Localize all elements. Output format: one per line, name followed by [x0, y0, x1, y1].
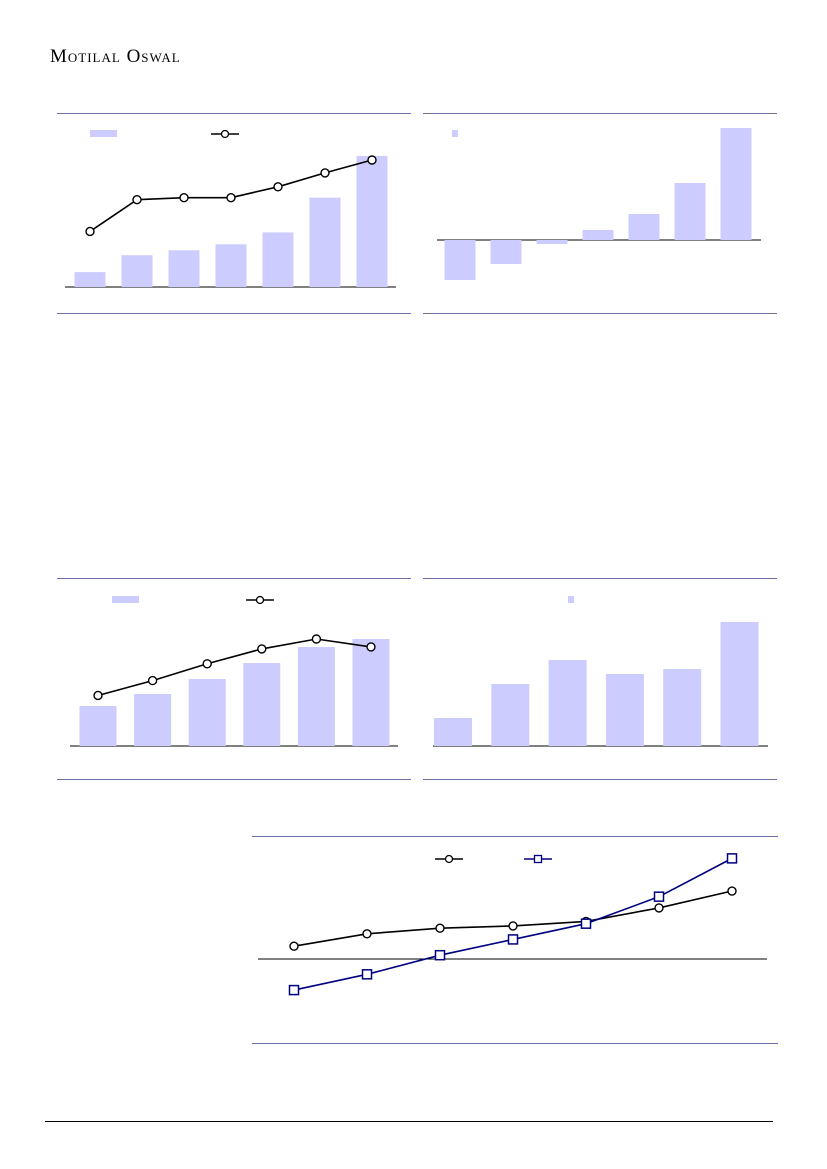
line-point	[367, 155, 377, 165]
section-rule	[57, 578, 411, 579]
line-point	[366, 642, 376, 652]
chart-bar	[582, 230, 614, 240]
line-point	[273, 182, 283, 192]
chart-bar	[444, 240, 476, 280]
line-point	[434, 949, 446, 961]
chart-bar	[215, 244, 247, 287]
footer-rule	[45, 1121, 773, 1122]
chart-bar	[79, 706, 117, 746]
section-rule	[423, 578, 777, 579]
chart-bar	[262, 232, 294, 287]
legend-bar-swatch	[112, 596, 139, 603]
chart-bar	[121, 255, 153, 287]
legend-line-marker	[444, 854, 454, 864]
chart-bar	[134, 694, 172, 746]
chart-bar	[628, 214, 660, 240]
legend-line-marker	[533, 854, 543, 864]
chart-bar	[720, 128, 752, 240]
line-point	[508, 921, 518, 931]
chart-bar	[356, 156, 388, 287]
chart-bar	[605, 674, 644, 746]
legend-bar-swatch	[452, 130, 458, 137]
chart-legend	[435, 854, 552, 864]
chart-4	[433, 596, 768, 747]
chart-legend	[90, 129, 239, 139]
chart-5	[258, 853, 767, 996]
chart-bar	[243, 663, 281, 746]
line-point	[226, 193, 236, 203]
line-point	[653, 891, 665, 902]
section-rule	[252, 1043, 778, 1044]
line-point	[147, 675, 158, 686]
legend-bar-swatch	[568, 596, 574, 603]
chart-bar	[434, 718, 472, 746]
legend-line-marker	[220, 129, 230, 139]
line-point	[288, 984, 300, 996]
line-point	[257, 644, 267, 654]
legend-bar-swatch	[90, 130, 117, 137]
line-point	[727, 886, 737, 896]
chart-bar	[491, 684, 530, 746]
line-point	[726, 853, 738, 864]
section-rule	[57, 779, 411, 780]
brand-logo: Motilal Oswal	[50, 46, 181, 67]
chart-bar	[188, 679, 226, 746]
chart-bar	[663, 669, 702, 746]
chart-2	[437, 128, 761, 280]
line-point	[362, 929, 372, 939]
chart-bar	[352, 639, 390, 746]
chart-bar	[168, 250, 200, 287]
chart-bar	[720, 622, 759, 746]
line-point	[85, 226, 95, 237]
line-point	[435, 923, 445, 933]
chart-bar	[309, 197, 341, 287]
chart-legend	[112, 595, 274, 605]
line-point	[132, 194, 142, 205]
chart-legend	[452, 130, 458, 137]
section-rule	[423, 113, 777, 114]
chart-bar	[490, 240, 522, 264]
chart-bar	[548, 660, 587, 746]
line-point	[320, 168, 330, 178]
chart-legend	[568, 596, 574, 603]
chart-1	[65, 129, 396, 288]
section-rule	[57, 313, 411, 314]
line-point	[93, 690, 103, 701]
line-point	[361, 969, 373, 980]
line-point	[202, 659, 212, 669]
line-point	[654, 903, 664, 913]
chart-bar	[297, 647, 335, 746]
line-point	[289, 941, 299, 951]
chart-3	[70, 595, 398, 747]
section-rule	[423, 313, 777, 314]
series-line	[97, 638, 372, 697]
line-point	[580, 918, 592, 929]
section-rule	[57, 113, 411, 114]
chart-bar	[536, 240, 568, 244]
chart-bar	[74, 272, 106, 287]
line-point	[507, 934, 519, 945]
section-rule	[423, 779, 777, 780]
line-point	[311, 634, 322, 644]
line-point	[179, 193, 189, 203]
section-rule	[252, 836, 778, 837]
chart-bar	[674, 183, 706, 240]
legend-line-marker	[255, 595, 265, 605]
